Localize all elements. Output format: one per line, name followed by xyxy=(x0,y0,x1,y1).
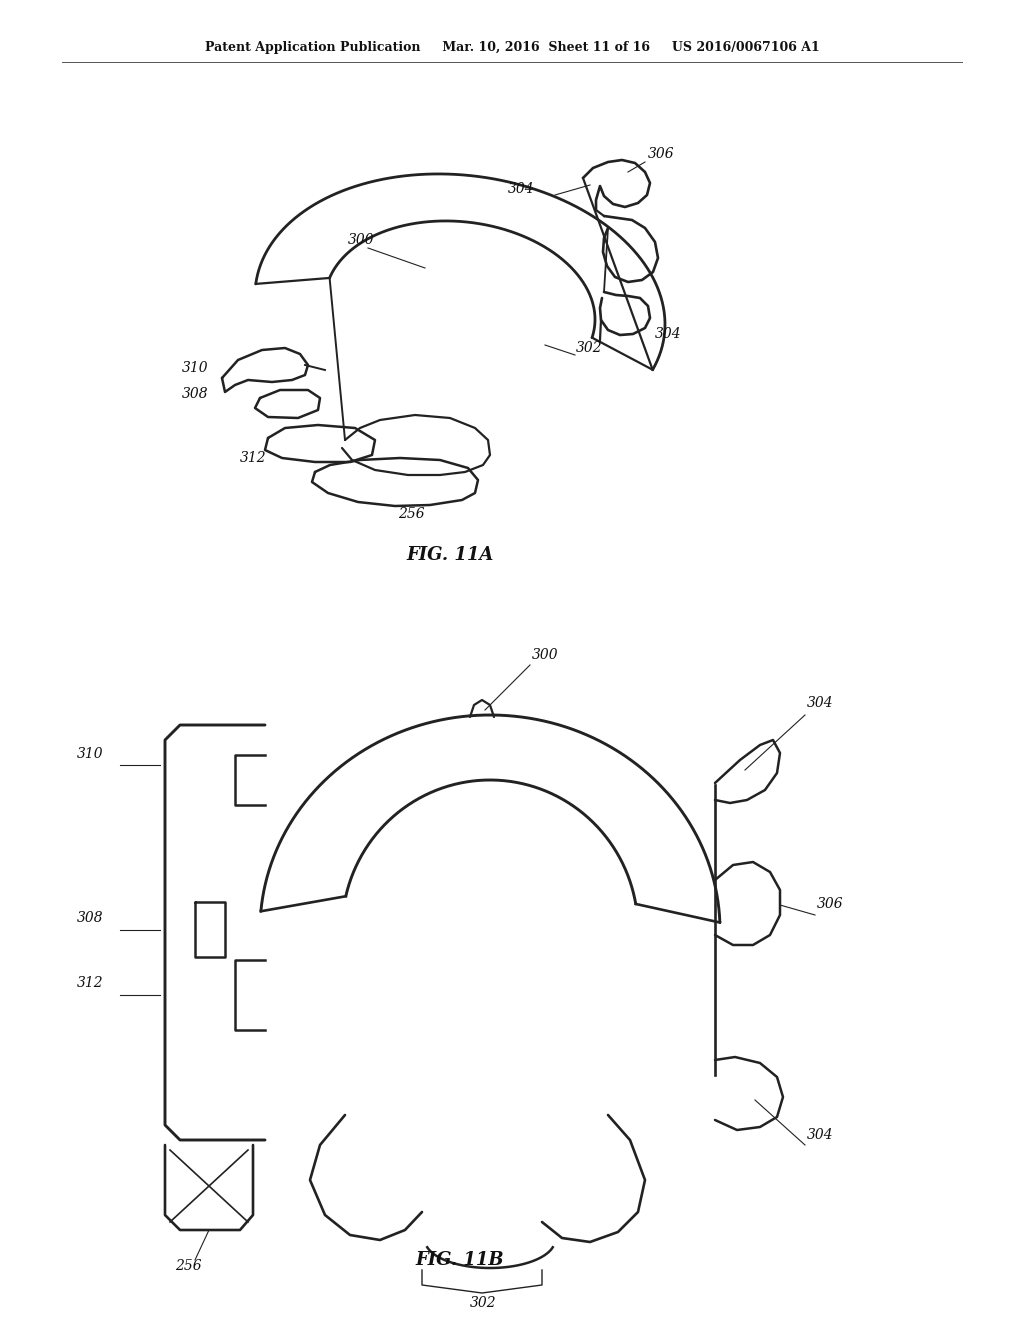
Text: 300: 300 xyxy=(532,648,559,663)
Text: 306: 306 xyxy=(817,898,844,911)
Text: 310: 310 xyxy=(182,360,209,375)
Text: Patent Application Publication     Mar. 10, 2016  Sheet 11 of 16     US 2016/006: Patent Application Publication Mar. 10, … xyxy=(205,41,819,54)
Text: 304: 304 xyxy=(807,696,834,710)
Text: 304: 304 xyxy=(807,1129,834,1142)
Text: FIG. 11B: FIG. 11B xyxy=(416,1251,504,1269)
Text: 304: 304 xyxy=(655,327,682,341)
Text: 300: 300 xyxy=(348,234,375,247)
Text: 312: 312 xyxy=(240,451,266,465)
Text: FIG. 11A: FIG. 11A xyxy=(407,546,494,564)
Text: 256: 256 xyxy=(398,507,425,521)
Text: 306: 306 xyxy=(648,147,675,161)
Text: 304: 304 xyxy=(508,182,535,195)
Text: 308: 308 xyxy=(182,387,209,401)
Text: 256: 256 xyxy=(175,1259,202,1272)
Text: 312: 312 xyxy=(77,975,103,990)
Text: 302: 302 xyxy=(470,1296,497,1309)
Text: 310: 310 xyxy=(77,747,103,762)
Text: 302: 302 xyxy=(575,341,603,355)
Text: 308: 308 xyxy=(77,911,103,925)
